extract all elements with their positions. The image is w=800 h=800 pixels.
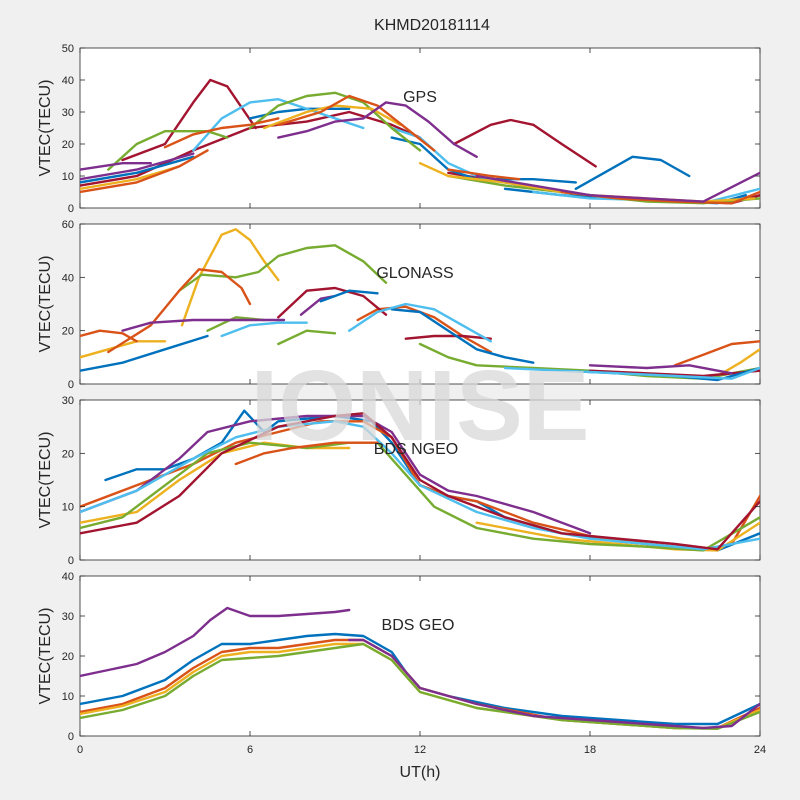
- y-tick-label: 0: [68, 555, 74, 567]
- series-line: [80, 329, 138, 343]
- plot-area: [79, 575, 761, 737]
- series-line: [121, 78, 257, 162]
- series-group: [80, 409, 760, 552]
- y-tick-label: 10: [62, 502, 74, 514]
- y-tick-label: 20: [62, 448, 74, 460]
- x-axis-label: UT(h): [400, 764, 441, 781]
- panel-label: GPS: [403, 89, 437, 106]
- series-line: [234, 441, 379, 466]
- series-line: [80, 632, 760, 726]
- y-axis-label: VTEC(TECU): [37, 608, 54, 705]
- series-line: [80, 412, 760, 551]
- series-line: [574, 155, 691, 190]
- x-tick-label: 24: [754, 744, 766, 756]
- series-line: [80, 162, 152, 171]
- series-line: [452, 118, 597, 168]
- series-line: [503, 366, 760, 380]
- series-line: [362, 101, 478, 158]
- series-line: [277, 286, 388, 319]
- series-line: [404, 334, 492, 340]
- series-line: [220, 321, 308, 338]
- y-tick-label: 40: [62, 75, 74, 87]
- series-line: [107, 130, 229, 171]
- plot-area: [79, 47, 761, 209]
- panel-glonass: 0 20 40 60 VTEC(TECU) GLONASS: [37, 219, 761, 391]
- y-tick-label: 10: [62, 691, 74, 703]
- series-line: [277, 329, 337, 346]
- series-line: [447, 168, 521, 181]
- series-line: [80, 441, 760, 552]
- series-line: [319, 289, 379, 303]
- series-line: [390, 308, 535, 364]
- series-line: [80, 606, 351, 678]
- series-line: [121, 318, 286, 332]
- series-line: [80, 152, 195, 181]
- series-line: [80, 642, 760, 730]
- y-axis-label: VTEC(TECU): [37, 256, 54, 353]
- series-line: [348, 302, 492, 343]
- series-line: [178, 244, 388, 292]
- y-tick-label: 20: [62, 139, 74, 151]
- series-line: [263, 104, 402, 130]
- series-line: [475, 171, 760, 203]
- y-tick-label: 0: [68, 379, 74, 391]
- series-line: [80, 126, 252, 187]
- series-line: [163, 117, 280, 149]
- series-line: [248, 91, 422, 152]
- x-tick-label: 18: [584, 744, 596, 756]
- series-line: [80, 340, 167, 359]
- series-line: [248, 110, 422, 139]
- series-line: [348, 638, 760, 730]
- y-tick-label: 30: [62, 611, 74, 623]
- series-line: [80, 149, 209, 194]
- series-line: [390, 136, 577, 184]
- series-line: [192, 98, 365, 152]
- x-tick-label: 0: [77, 744, 83, 756]
- y-tick-label: 0: [68, 203, 74, 215]
- y-tick-label: 0: [68, 731, 74, 743]
- plot-area: [79, 223, 761, 385]
- y-axis-label: VTEC(TECU): [37, 80, 54, 177]
- panel-label: GLONASS: [376, 265, 453, 282]
- panel-label: BDS GEO: [382, 617, 455, 634]
- y-tick-label: 30: [62, 395, 74, 407]
- y-tick-label: 20: [62, 326, 74, 338]
- panel-bds-ngeo: 0 10 20 30 VTEC(TECU) BDS NGEO: [37, 395, 761, 567]
- x-tick-label: 6: [247, 744, 253, 756]
- series-line: [80, 155, 195, 184]
- series-line: [80, 420, 760, 551]
- chart-title: KHMD20181114: [374, 17, 490, 34]
- series-group: [80, 228, 760, 382]
- panel-gps: 0 10 20 30 40 50 VTEC(TECU) GPS: [37, 43, 761, 215]
- series-line: [80, 334, 209, 372]
- series-line: [418, 162, 563, 194]
- y-tick-label: 60: [62, 219, 74, 231]
- y-tick-label: 20: [62, 651, 74, 663]
- series-line: [673, 340, 760, 367]
- x-tick-label: 12: [414, 744, 426, 756]
- series-line: [277, 94, 436, 152]
- panel-bds-geo: 0 10 20 30 40 0 6 12 18 24 VTEC(TECU) BDS GEO: [37, 571, 766, 756]
- panel-label: BDS NGEO: [374, 441, 458, 458]
- y-tick-label: 10: [62, 171, 74, 183]
- y-axis-label: VTEC(TECU): [37, 432, 54, 529]
- watermark-text: IONISE: [251, 350, 590, 462]
- series-line: [107, 268, 252, 354]
- y-tick-label: 50: [62, 43, 74, 55]
- y-tick-label: 30: [62, 107, 74, 119]
- y-tick-label: 40: [62, 571, 74, 583]
- series-line: [277, 117, 365, 139]
- series-line: [588, 364, 733, 375]
- series-group: [80, 78, 760, 205]
- y-tick-label: 40: [62, 272, 74, 284]
- series-group: [80, 606, 760, 730]
- series-line: [80, 414, 592, 535]
